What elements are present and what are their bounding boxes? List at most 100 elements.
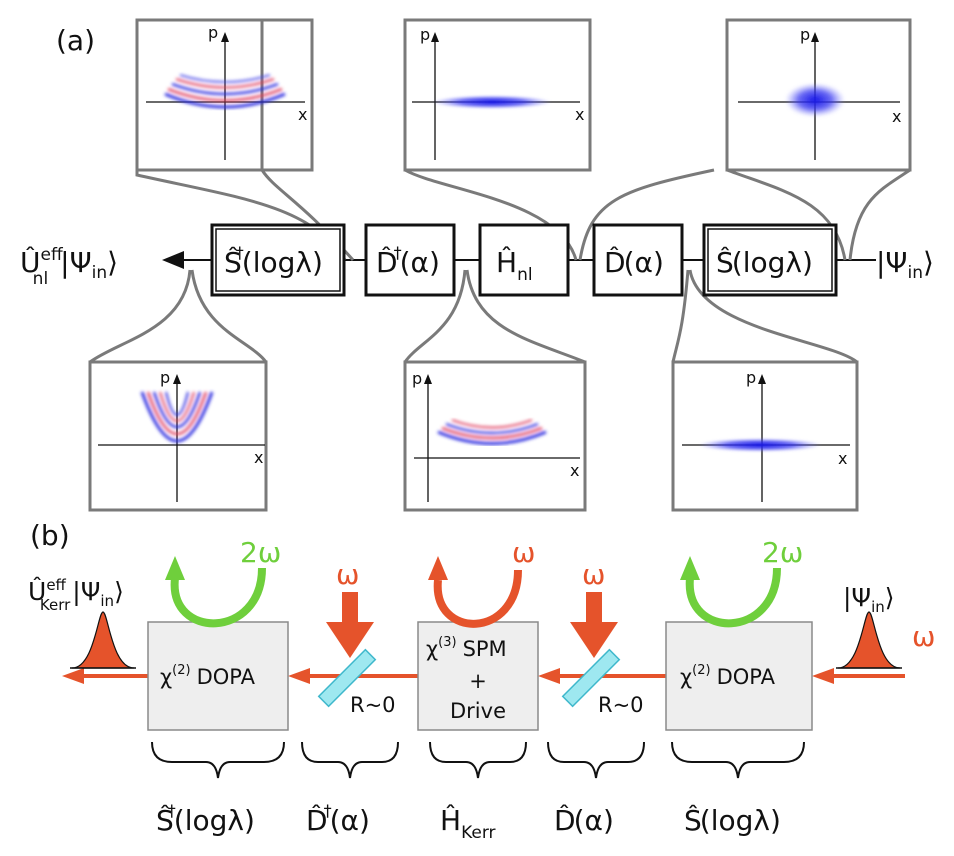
axis-label-x: x	[570, 461, 579, 480]
svg-text:χ(3)SPM: χ(3) SPM	[426, 635, 507, 661]
phase-panel-bottom-2: p x	[403, 360, 587, 512]
in-a-ketclose: ⟩	[923, 246, 934, 279]
in-b-ket: |Ψ	[843, 583, 871, 612]
op5-arg: (logλ)	[732, 246, 813, 279]
panel-a-label: (a)	[56, 24, 95, 57]
in-a-ket: |Ψ	[876, 246, 907, 279]
op2-arg: (α)	[400, 246, 440, 279]
brace-label-h-kerr: ĤKerr	[440, 803, 496, 843]
svg-text:Ĥnl: Ĥnl	[496, 245, 533, 285]
out-b-sup: eff	[46, 576, 66, 594]
drive-right: ω R~0	[561, 558, 644, 717]
dopa-l-chi: χ	[160, 665, 172, 689]
omega-drive-right: ω	[582, 558, 605, 591]
operator-d-dagger: D̂†(α)	[364, 223, 456, 297]
axis-label-x: x	[575, 105, 584, 124]
omega-drive-left: ω	[336, 558, 359, 591]
out-b-sub: Kerr	[40, 596, 71, 614]
green-pump-right: 2ω	[680, 536, 803, 628]
dopa-r-sup: (2)	[692, 663, 710, 678]
in-a-ketsub: in	[907, 263, 923, 283]
bl2-dagger: †	[324, 801, 332, 820]
spm-plus: +	[469, 669, 487, 693]
op3-name: Ĥ	[496, 245, 517, 279]
spm-chi: χ	[426, 637, 438, 661]
out-a-sub: nl	[33, 269, 49, 289]
op2-dagger: †	[394, 243, 402, 262]
out-a-ketsub: in	[92, 263, 108, 283]
output-arrowhead	[162, 251, 184, 269]
bl2-arg: (α)	[330, 804, 370, 837]
operator-s: Ŝ(logλ)	[702, 223, 838, 297]
axis-label-p: p	[420, 25, 430, 44]
bl1-name: Ŝ	[156, 803, 174, 837]
green-pump-left: 2ω	[165, 536, 281, 628]
bl1-dagger: †	[168, 801, 176, 820]
op1-name: Ŝ	[224, 245, 242, 279]
phase-panel-bottom-3: p x	[671, 360, 859, 512]
in-b-ketclose: ⟩	[885, 583, 895, 612]
axis-label-p: p	[800, 25, 810, 44]
panel-b-label: (b)	[30, 519, 70, 552]
beam-line	[62, 668, 905, 684]
phase-panel-top-1: p x	[135, 18, 307, 172]
input-state-b: |Ψin⟩	[843, 583, 895, 616]
phase-panel-top-2: p x	[403, 18, 592, 172]
mirror-label-left: R~0	[350, 693, 396, 717]
spm-drive: Drive	[450, 699, 506, 723]
op1-arg: (logλ)	[242, 246, 323, 279]
phase-panel-top-3: p x	[725, 18, 912, 172]
operator-h-nl: Ĥnl	[478, 223, 570, 297]
pulse-output	[70, 611, 136, 669]
bl3-name: Ĥ	[440, 803, 461, 837]
dopa-l-sup: (2)	[172, 663, 190, 678]
op3-sub: nl	[517, 265, 533, 285]
out-b-op: Û	[28, 576, 46, 606]
svg-text:χ(2)DOPA: χ(2) DOPA	[160, 663, 256, 689]
in-b-ketsub: in	[871, 598, 885, 616]
axis-label-x: x	[254, 448, 263, 467]
out-b-ket: |Ψ	[72, 577, 100, 606]
out-b-ketsub: in	[100, 592, 114, 610]
bl2-name: D̂	[306, 804, 328, 837]
input-state-a: |Ψin⟩	[876, 246, 934, 283]
svg-text:Ŝ†(logλ): Ŝ†(logλ)	[224, 243, 323, 279]
svg-text:D̂(α): D̂(α)	[604, 246, 664, 279]
op5-name: Ŝ	[716, 245, 734, 279]
braces	[151, 741, 805, 779]
spm-text: SPM	[463, 637, 507, 661]
out-b-ketclose: ⟩	[114, 577, 124, 606]
spm-sup: (3)	[438, 635, 456, 650]
drive-left: ω R~0	[317, 558, 396, 717]
op1-dagger: †	[236, 243, 244, 262]
axis-label-p: p	[746, 368, 756, 387]
bl4-arg: (α)	[574, 804, 614, 837]
two-omega-right: 2ω	[762, 536, 803, 569]
mirror-label-right: R~0	[598, 693, 644, 717]
dopa-r-chi: χ	[680, 665, 692, 689]
out-a-ketclose: ⟩	[107, 246, 118, 279]
bottom-connectors	[89, 269, 858, 364]
axis-label-x: x	[892, 107, 901, 126]
dopa-l-text: DOPA	[197, 665, 256, 689]
bl1-arg: (logλ)	[174, 804, 255, 837]
brace-label-s-dagger: Ŝ†(logλ)	[156, 801, 255, 837]
out-a-sup: eff	[41, 245, 64, 265]
phase-panel-bottom-1: p x	[88, 360, 268, 512]
op4-arg: (α)	[624, 246, 664, 279]
brace-label-d: D̂(α)	[554, 804, 614, 837]
dopa-r-text: DOPA	[717, 665, 776, 689]
two-omega-left: 2ω	[240, 536, 281, 569]
axis-label-p: p	[208, 23, 218, 42]
axis-label-x: x	[298, 105, 307, 124]
out-a-ket: |Ψ	[60, 246, 91, 279]
brace-label-s: Ŝ(logλ)	[684, 803, 781, 837]
brace-label-d-dagger: D̂†(α)	[306, 801, 370, 837]
orange-arc-spm: ω	[428, 536, 535, 628]
operator-d: D̂(α)	[592, 223, 684, 297]
bl4-name: D̂	[554, 804, 576, 837]
axis-label-p: p	[412, 369, 422, 388]
axis-label-x: x	[838, 449, 847, 468]
op2-name: D̂	[376, 246, 398, 279]
